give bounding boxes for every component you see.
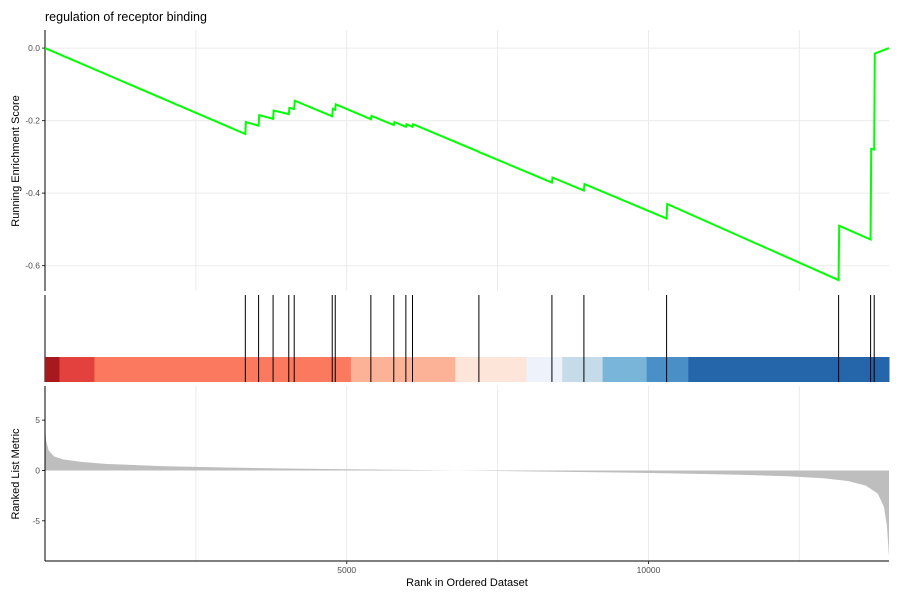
band-segment-9 — [688, 357, 890, 382]
enrichment-panel: 0.0 -0.2 -0.4 -0.6 Running Enrichment Score — [10, 30, 890, 291]
metric-y-tick-label-2: -5 — [32, 516, 40, 526]
enrichment-y-axis-label: Running Enrichment Score — [10, 95, 22, 226]
enrichment-y-tick-label-3: -0.6 — [25, 261, 40, 271]
band-segment-6 — [562, 357, 604, 382]
gene-hit-lines — [244, 295, 875, 382]
enrichment-gridlines — [45, 30, 889, 291]
metric-y-tick-label-1: 0 — [35, 465, 40, 475]
x-tick-label-1: 10000 — [637, 565, 661, 575]
metric-y-tick-label-0: 5 — [35, 415, 40, 425]
enrichment-y-ticks: 0.0 -0.2 -0.4 -0.6 — [25, 43, 45, 271]
enrichment-y-tick-label-1: -0.2 — [25, 116, 40, 126]
metric-y-ticks: 5 0 -5 — [32, 415, 45, 526]
ranked-list-color-band — [45, 357, 890, 382]
band-segment-1 — [59, 357, 95, 382]
band-segment-8 — [646, 357, 689, 382]
hits-panel — [44, 295, 890, 382]
band-segment-5 — [526, 357, 563, 382]
band-segment-7 — [602, 357, 648, 382]
enrichment-y-tick-label-2: -0.4 — [25, 188, 40, 198]
band-segment-4 — [455, 357, 528, 382]
ranked-list-metric-area — [45, 425, 889, 556]
band-segment-3 — [350, 357, 456, 382]
x-axis-label: Rank in Ordered Dataset — [406, 577, 528, 589]
metric-y-axis-label: Ranked List Metric — [10, 428, 22, 520]
enrichment-y-tick-label-0: 0.0 — [28, 43, 40, 53]
chart-title: regulation of receptor binding — [45, 10, 207, 24]
running-enrichment-score-line — [44, 47, 890, 282]
band-segment-2 — [94, 357, 352, 382]
x-axis-ticks: 5000 10000 — [337, 561, 661, 575]
band-segment-0 — [45, 357, 60, 382]
metric-panel: 5 0 -5 Ranked List Metric 5000 10000 Rank i… — [10, 386, 889, 589]
x-tick-label-0: 5000 — [337, 565, 356, 575]
